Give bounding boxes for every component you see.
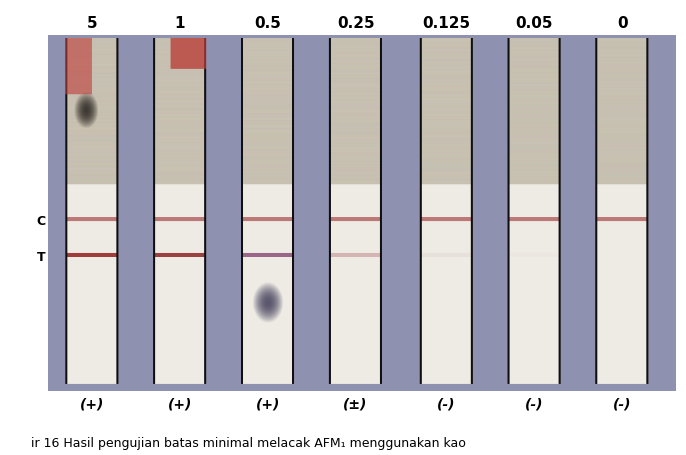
Text: 5: 5: [86, 16, 97, 31]
Text: (-): (-): [438, 397, 456, 411]
Text: (-): (-): [525, 397, 544, 411]
Text: (±): (±): [344, 397, 368, 411]
Text: 0: 0: [617, 16, 628, 31]
Text: 0.125: 0.125: [423, 16, 471, 31]
Text: T: T: [36, 250, 45, 263]
Text: 0.25: 0.25: [337, 16, 375, 31]
Text: (+): (+): [80, 397, 104, 411]
Text: ir 16 Hasil pengujian batas minimal melacak AFM₁ menggunakan kao: ir 16 Hasil pengujian batas minimal mela…: [31, 436, 466, 449]
Text: 0.5: 0.5: [255, 16, 281, 31]
Text: C: C: [36, 214, 45, 228]
Text: (-): (-): [613, 397, 632, 411]
Text: (+): (+): [255, 397, 280, 411]
Text: 1: 1: [174, 16, 185, 31]
Text: (+): (+): [167, 397, 192, 411]
Text: 0.05: 0.05: [516, 16, 553, 31]
